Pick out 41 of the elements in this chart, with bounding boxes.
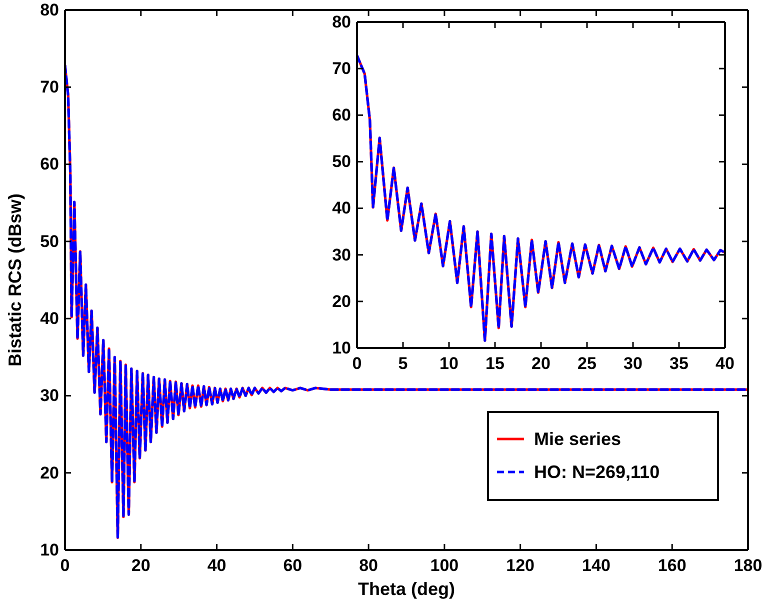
x-tick-label: 5 [398, 354, 408, 374]
y-tick-label: 30 [332, 245, 351, 264]
x-tick-label: 20 [131, 556, 150, 576]
x-tick-label: 0 [60, 556, 70, 576]
y-tick-label: 50 [40, 232, 59, 251]
y-tick-label: 40 [332, 198, 351, 218]
y-tick-label: 60 [332, 106, 351, 125]
x-tick-label: 15 [486, 354, 504, 374]
x-tick-label: 25 [578, 354, 596, 374]
y-tick-label: 10 [40, 540, 59, 560]
x-tick-label: 60 [283, 556, 302, 576]
x-tick-label: 180 [734, 556, 762, 576]
line-series [357, 54, 725, 342]
y-tick-label: 50 [332, 152, 351, 172]
x-tick-label: 40 [207, 556, 226, 576]
y-axis-title: Bistatic RCS (dBsw) [5, 193, 25, 367]
y-tick-label: 80 [332, 12, 351, 32]
x-axis-title: Theta (deg) [358, 579, 455, 599]
x-tick-label: 20 [532, 354, 550, 374]
legend-label: Mie series [534, 429, 622, 449]
y-tick-label: 20 [332, 292, 351, 311]
y-tick-label: 70 [332, 59, 351, 78]
x-tick-label: 10 [440, 354, 458, 374]
x-tick-label: 120 [506, 556, 535, 576]
y-tick-label: 20 [40, 463, 59, 482]
x-tick-label: 80 [359, 556, 378, 576]
y-tick-label: 80 [40, 0, 59, 20]
x-tick-label: 30 [624, 354, 642, 374]
legend-label: HO: N=269,110 [534, 462, 660, 482]
x-tick-label: 160 [658, 556, 686, 576]
x-tick-label: 0 [352, 354, 362, 374]
x-tick-label: 100 [430, 556, 459, 576]
y-tick-label: 30 [40, 386, 59, 406]
line-series [65, 64, 748, 539]
y-tick-label: 60 [40, 154, 59, 174]
x-tick-label: 40 [716, 354, 734, 374]
y-tick-label: 10 [332, 338, 351, 358]
y-tick-label: 40 [40, 309, 59, 328]
x-tick-label: 140 [582, 556, 610, 576]
x-tick-label: 35 [670, 354, 688, 374]
y-tick-label: 70 [40, 78, 59, 97]
